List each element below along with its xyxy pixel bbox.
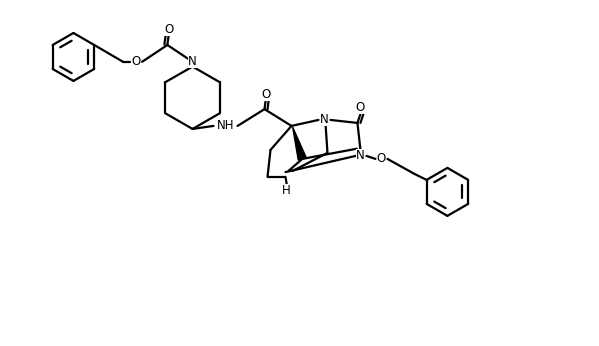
Text: O: O	[164, 24, 173, 36]
Polygon shape	[293, 127, 306, 160]
Text: O: O	[132, 55, 141, 68]
Text: N: N	[320, 113, 329, 126]
Text: O: O	[356, 101, 365, 115]
Text: H: H	[282, 184, 291, 197]
Text: NH: NH	[217, 119, 234, 133]
Text: O: O	[377, 152, 386, 165]
Text: N: N	[356, 149, 365, 162]
Text: N: N	[188, 55, 197, 68]
Text: O: O	[261, 88, 270, 101]
